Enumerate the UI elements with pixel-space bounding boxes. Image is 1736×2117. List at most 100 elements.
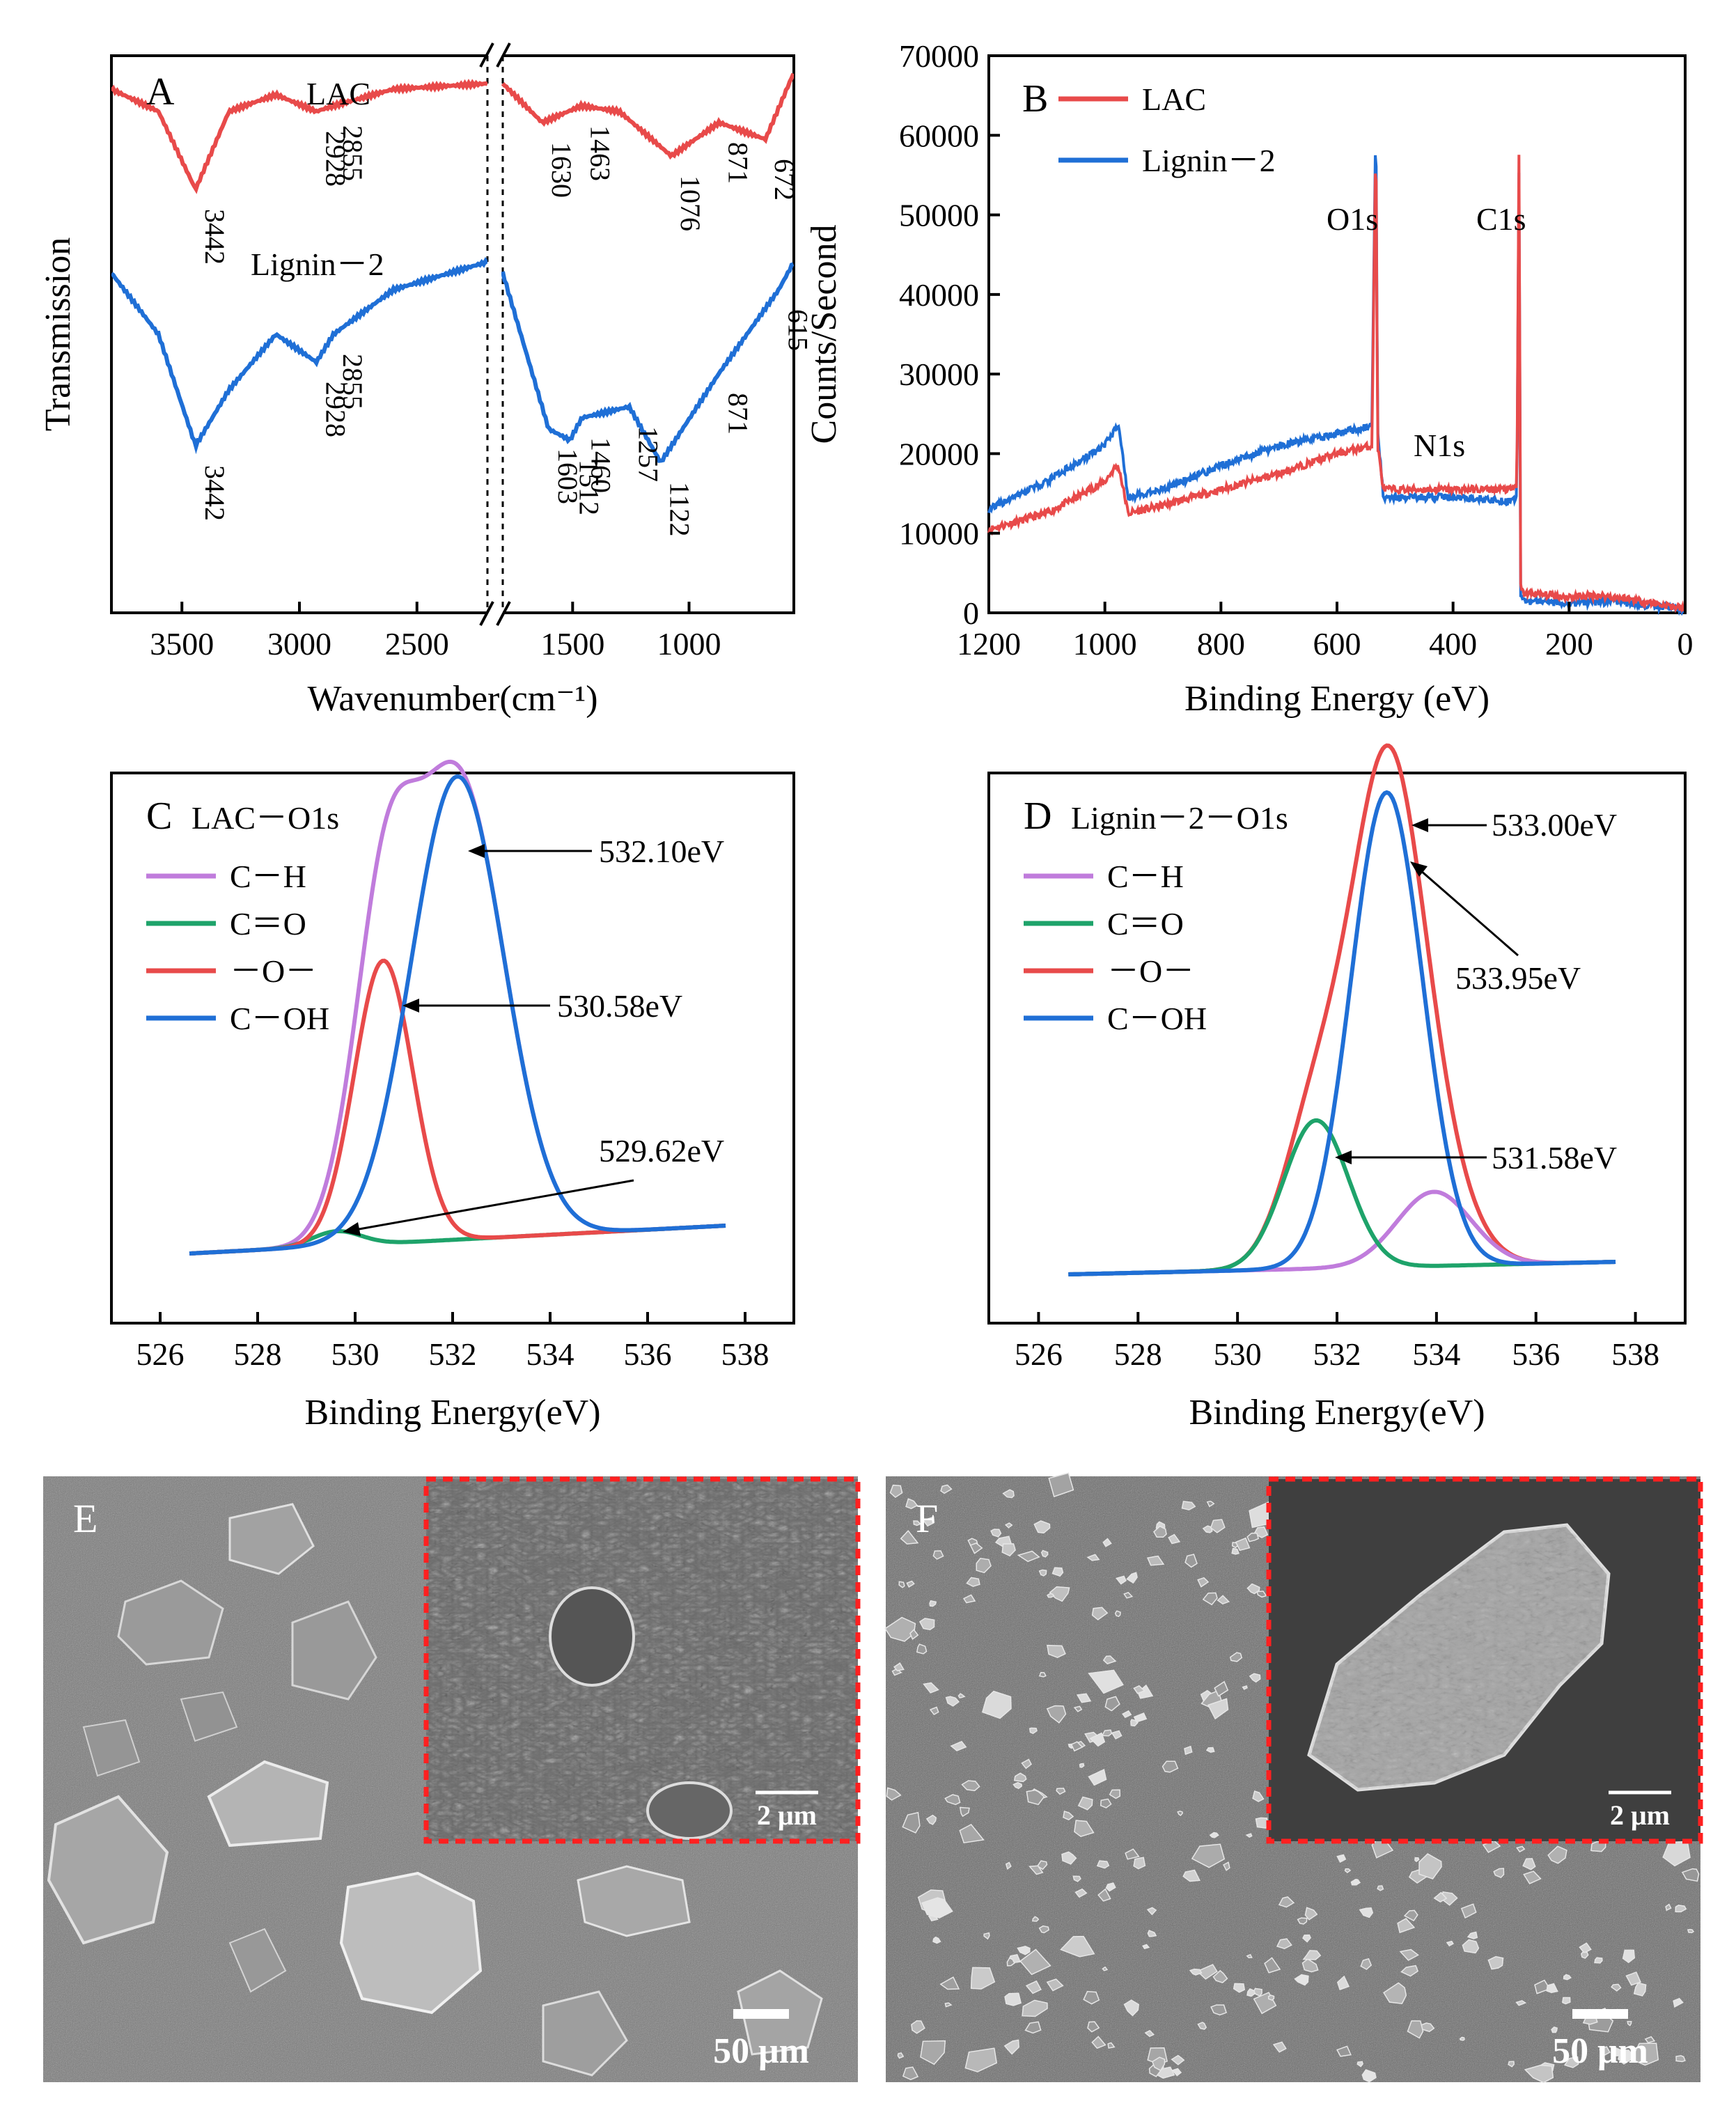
panel-c-tick-label-538: 538 [721,1336,769,1372]
panel-f-particle [1579,1942,1592,1954]
panel-e-inset: 2 μm [423,1476,861,1844]
panel-d-arrowhead-531 [1335,1150,1352,1164]
panel-f-particle [1079,1763,1085,1768]
panel-b-letter: B [1022,77,1048,120]
panel-f-particle [909,1629,919,1640]
panel-f-particle [1561,1997,1571,2005]
panel-f-particle [944,2002,953,2008]
panel-e-inset-pore-2 [646,1781,733,1840]
panel-c-arrow-529 [354,1179,634,1231]
panel-a-tick-label-3500: 3500 [150,626,214,662]
panel-f-particle [1100,1798,1112,1809]
panel-a-tick-label-1500: 1500 [540,626,604,662]
panel-b-annotations: O1s C1s N1s [1327,201,1526,463]
panel-f-inset-scale-label: 2 μm [1610,1799,1670,1831]
panel-f-particle [1267,1994,1275,2001]
panel-f-particle [1336,1975,1350,1990]
panel-e-inset-border [423,1476,861,1844]
panel-c-ann-532: 532.10eV [599,834,724,869]
panel-c-legend: C－H C＝O －O－ C－OH [146,859,329,1036]
panel-f-particle [1399,1948,1419,1961]
panel-f-particle [1245,1833,1253,1838]
panel-f-particle [1051,1567,1064,1577]
axis-break-mark-top-right [496,42,511,68]
panel-f-particle [1630,2042,1659,2066]
panel-d-tick-label-528: 528 [1114,1336,1162,1372]
panel-a-peak-lignin-1603: 1603 [552,448,584,504]
panel-f-particle [1033,1520,1051,1534]
panel-c-curves [189,759,726,1256]
panel-f-particle [1072,1875,1081,1882]
panel-f-particle [1446,1940,1454,1947]
panel-c-tick-label-528: 528 [234,1336,282,1372]
panel-f-particle [1377,1885,1384,1891]
panel-f-particle [990,1529,1002,1538]
panel-f-particle [1563,1974,1572,1981]
panel-f-particle [1144,2029,1155,2038]
panel-d-annotations: 533.00eV 533.95eV 531.58eV [1335,807,1617,1175]
panel-f-particle [1146,1907,1157,1916]
panel-f-particle [1102,1966,1109,1971]
panel-f-particle [1414,1857,1420,1863]
panel-e-letter: E [73,1496,97,1541]
panel-f-particle [945,1696,960,1707]
panel-b-x-tick-label-600: 600 [1313,626,1361,662]
panel-f-particle [925,1814,937,1825]
panel-f-scale-label: 50 μm [1552,2031,1648,2071]
panel-f-particle [1223,1861,1230,1871]
panel-f-particle [1210,2004,1228,2016]
panel-f-inset-particle-texture [1309,1525,1609,1790]
panel-f-scale-bar [1572,2009,1628,2019]
panel-f-particle [1002,1489,1015,1499]
panel-f-letter: F [916,1496,938,1541]
panel-b-peak-label-o1s: O1s [1327,201,1378,237]
panel-b-ticks: 1200 1000 800 600 400 200 00100002000030000400… [899,38,1694,662]
panel-f-particle [1276,1938,1292,1950]
panel-f-particle [1252,1790,1265,1802]
panel-f-particle [981,1690,1012,1719]
panel-f-particle [959,1824,985,1844]
panel-f-particle [957,1693,966,1698]
panel-f-particle [1256,1591,1267,1598]
panel-b-y-axis-label: Counts/Second [804,225,844,444]
panel-f-particle [1146,1555,1165,1566]
panel-a-frame [110,54,795,614]
panel-f-particle [1114,1610,1121,1618]
panel-f-particle [1004,1522,1013,1529]
panel-f-particle [1580,1951,1589,1959]
panel-f-particle [1047,1593,1055,1598]
panel-f-particle [1086,1554,1100,1561]
panel-f-particle [1012,1781,1023,1790]
panel-e-scale-label: 50 μm [713,2031,809,2071]
panel-a-peak-lac-1076: 1076 [675,175,706,231]
panel-a-series-lac-right [501,72,794,160]
panel-f-particle [962,1594,976,1604]
panel-b-peak-label-n1s: N1s [1414,428,1465,463]
panel-d-legend-o: －O－ [1107,953,1194,989]
panel-d-tick-label-532: 532 [1313,1336,1361,1372]
panel-f-particle [929,1706,939,1715]
panel-f-inset: 2 μm [1266,1476,1703,1844]
panel-f-particle [1088,1769,1107,1786]
panel-f-particle [889,1484,903,1499]
panel-f-particle [1302,1950,1322,1960]
panel-f-particle [1272,2041,1287,2053]
panel-f-particle [1070,1741,1084,1752]
panel-c-tick-label-536: 536 [624,1336,672,1372]
panel-a-peak-lac-2855: 2855 [337,125,368,181]
panel-a-x-ticks: 3500 3000 2500 1500 1000 [150,602,721,662]
panel-f-particle [1611,2046,1623,2056]
panel-a-peak-lac-3442: 3442 [199,209,230,265]
panel-f-particle [970,1967,996,1990]
panel-f-particle [1524,2065,1554,2084]
panel-b-series-lac [987,155,1687,614]
panel-a-peak-lac-871: 871 [723,142,754,184]
panel-e-inset-texture [426,1479,858,1841]
panel-d-tick-label-536: 536 [1512,1336,1560,1372]
panel-f-particle [884,1616,916,1642]
panel-f-particle [1197,1577,1210,1588]
panel-f-particle [1109,1789,1121,1799]
panel-f-particle [1563,2056,1579,2068]
